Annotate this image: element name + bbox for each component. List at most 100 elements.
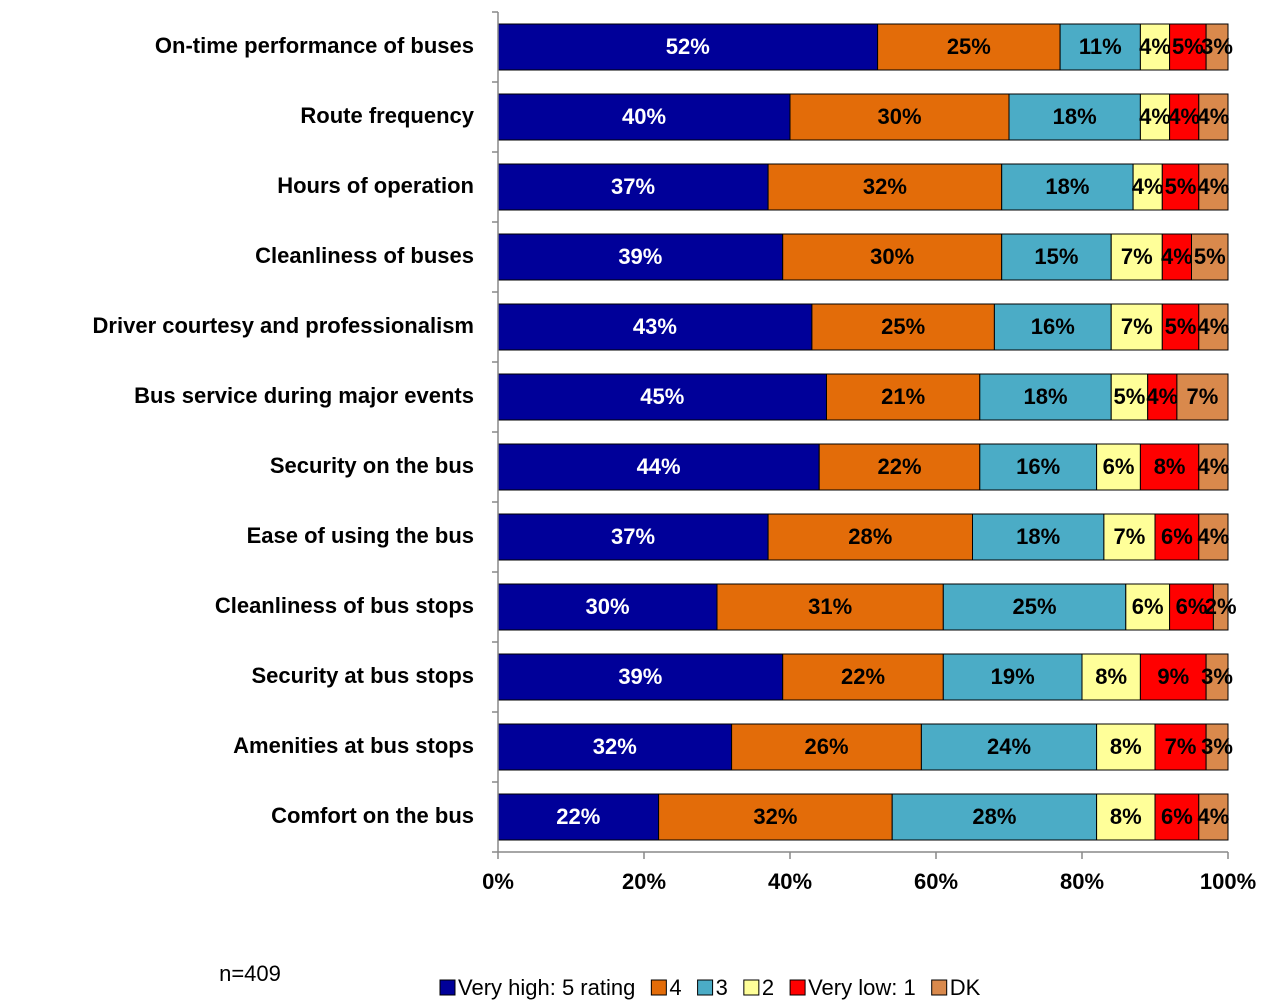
bar-segment	[1132, 163, 1163, 211]
data-label: 37%	[611, 524, 655, 549]
data-label: 4%	[1198, 454, 1230, 479]
data-label: 7%	[1114, 524, 1146, 549]
data-label: 7%	[1187, 384, 1219, 409]
bar-segment	[1191, 233, 1229, 281]
data-label: 39%	[618, 664, 662, 689]
data-label: 30%	[870, 244, 914, 269]
legend-swatch	[931, 979, 948, 996]
bar-segment	[826, 373, 981, 421]
bar-segment	[497, 163, 769, 211]
data-label: 4%	[1161, 244, 1193, 269]
bar-segment	[497, 513, 769, 561]
bar-segment	[877, 23, 1061, 71]
data-label: 28%	[972, 804, 1016, 829]
category-label: Driver courtesy and professionalism	[93, 313, 474, 338]
data-label: 19%	[991, 664, 1035, 689]
data-label: 26%	[804, 734, 848, 759]
bar-segment	[1125, 583, 1171, 631]
bar-segment	[942, 653, 1083, 701]
data-label: 32%	[593, 734, 637, 759]
category-label: Cleanliness of buses	[255, 243, 474, 268]
bar-segment	[497, 303, 813, 351]
data-label: 6%	[1176, 594, 1208, 619]
data-label: 31%	[808, 594, 852, 619]
legend-label: Very low: 1	[808, 975, 916, 1000]
bar-segment	[1008, 93, 1141, 141]
bar-segment	[1176, 373, 1229, 421]
bar-segment	[1096, 793, 1156, 841]
data-label: 30%	[585, 594, 629, 619]
data-label: 4%	[1146, 384, 1178, 409]
data-label: 5%	[1114, 384, 1146, 409]
bar-segment	[891, 793, 1098, 841]
data-label: 25%	[947, 34, 991, 59]
data-label: 30%	[877, 104, 921, 129]
legend-label: 2	[762, 975, 774, 1000]
data-label: 5%	[1194, 244, 1226, 269]
bar-segment	[1059, 23, 1141, 71]
data-label: 16%	[1031, 314, 1075, 339]
data-label: 8%	[1110, 804, 1142, 829]
bar-segment	[1198, 303, 1229, 351]
bar-segment	[658, 793, 893, 841]
bar-segment	[497, 23, 879, 71]
bar-segment	[1198, 443, 1229, 491]
data-label: 28%	[848, 524, 892, 549]
data-label: 6%	[1103, 454, 1135, 479]
bar-segment	[497, 233, 784, 281]
bar-segment	[782, 233, 1003, 281]
data-label: 5%	[1165, 174, 1197, 199]
x-tick-label: 100%	[1200, 869, 1256, 894]
bar-segment	[497, 653, 784, 701]
data-label: 3%	[1201, 34, 1233, 59]
data-label: 4%	[1132, 174, 1164, 199]
data-label: 21%	[881, 384, 925, 409]
x-tick-label: 20%	[622, 869, 666, 894]
category-label: Security at bus stops	[251, 663, 474, 688]
data-label: 9%	[1157, 664, 1189, 689]
bar-segment	[1169, 23, 1207, 71]
category-label: Hours of operation	[277, 173, 474, 198]
legend-label: 4	[669, 975, 681, 1000]
data-label: 7%	[1121, 244, 1153, 269]
bar-segment	[497, 443, 820, 491]
bar-segment	[1001, 163, 1134, 211]
category-label: Security on the bus	[270, 453, 474, 478]
bar-segment	[1169, 583, 1214, 631]
bar-segment	[767, 163, 1003, 211]
data-label: 2%	[1205, 594, 1237, 619]
bar-segment	[1110, 233, 1163, 281]
bar-segment	[1110, 373, 1149, 421]
category-label: Ease of using the bus	[247, 523, 474, 548]
x-tick-label: 60%	[914, 869, 958, 894]
bar-segment	[1103, 513, 1156, 561]
data-label: 6%	[1161, 524, 1193, 549]
bar-segment	[972, 513, 1105, 561]
bar-segment	[767, 513, 973, 561]
data-label: 7%	[1165, 734, 1197, 759]
bar-segment	[1096, 443, 1141, 491]
bar-segment	[920, 723, 1098, 771]
data-label: 8%	[1110, 734, 1142, 759]
bar-segment	[731, 723, 922, 771]
bar-segment	[497, 723, 733, 771]
bar-segment	[1205, 23, 1229, 71]
data-label: 22%	[877, 454, 921, 479]
data-label: 4%	[1198, 804, 1230, 829]
bar-segment	[782, 653, 944, 701]
bar-segment	[1198, 93, 1229, 141]
data-label: 4%	[1139, 104, 1171, 129]
data-label: 16%	[1016, 454, 1060, 479]
bar-segment	[497, 93, 791, 141]
data-label: 18%	[1045, 174, 1089, 199]
bar-segment	[1001, 233, 1112, 281]
data-label: 4%	[1139, 34, 1171, 59]
x-tick-label: 0%	[482, 869, 514, 894]
legend-swatch	[697, 979, 714, 996]
legend-swatch	[439, 979, 456, 996]
data-label: 6%	[1132, 594, 1164, 619]
sample-size-note: n=409	[219, 961, 281, 986]
legend-label: DK	[950, 975, 981, 1000]
data-label: 25%	[881, 314, 925, 339]
